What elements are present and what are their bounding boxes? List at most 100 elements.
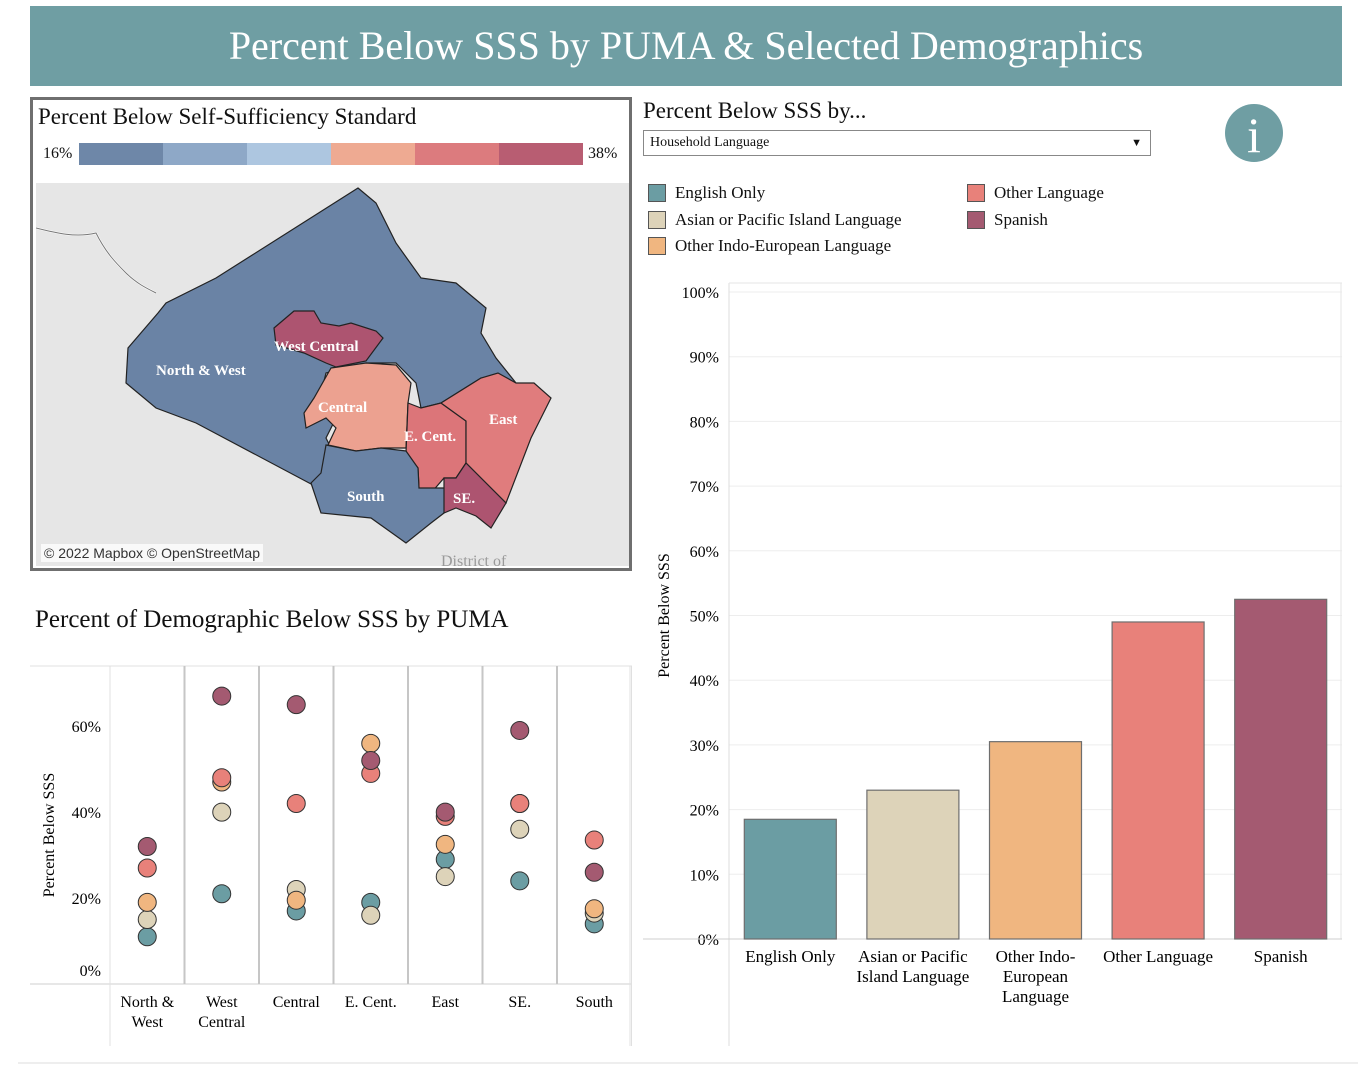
legend-item-other-language[interactable]: Other Language [967,183,1104,203]
y-tick-label: 30% [690,738,719,755]
dashboard-title: Percent Below SSS by PUMA & Selected Dem… [30,6,1342,86]
x-tick-label: North & West [120,994,174,1031]
data-point [137,927,157,947]
color-legend-max: 38% [588,145,618,162]
demographic-selector[interactable]: Household Language ▼ [643,130,1151,156]
x-tick-label: Asian or Pacific Island Language [856,947,969,986]
y-tick-label: 0% [80,963,101,980]
legend-swatch [648,184,666,202]
x-tick-label: Central [273,994,321,1011]
y-tick-label: 60% [690,544,719,561]
selector-title: Percent Below SSS by... [643,98,867,123]
data-point [137,910,157,930]
y-tick-label: 40% [690,673,719,690]
bar [1234,598,1328,940]
dot-chart-title: Percent of Demographic Below SSS by PUMA [35,606,509,633]
data-point [212,802,232,822]
ramp-step [415,143,499,165]
info-icon[interactable]: i [1225,104,1283,163]
region-se[interactable] [443,462,507,529]
ramp-step [247,143,331,165]
x-tick-label: SE. [508,994,531,1011]
y-tick-label: 20% [72,891,101,908]
legend-swatch [648,211,666,229]
map-title: Percent Below Self-Sufficiency Standard [38,104,417,129]
legend-label: English Only [675,183,766,202]
x-tick-label: Other Language [1103,947,1213,966]
y-tick-label: 100% [682,285,719,302]
legend-label: Other Indo-European Language [675,236,892,255]
bar [988,741,1083,940]
region-label: North & West [156,363,246,379]
data-point [286,794,306,814]
y-axis-label: Percent Below SSS [41,773,58,897]
bar [866,789,960,940]
legend-item-spanish[interactable]: Spanish [967,210,1048,230]
y-tick-label: 70% [690,479,719,496]
legend-item-asian-pacific[interactable]: Asian or Pacific Island Language [648,210,902,230]
puma-dot-chart: 0% 20% 40% 60% Percent Below SSS North & West W… [30,665,632,1046]
region-west-central[interactable] [273,310,384,368]
data-point [137,892,157,912]
y-tick-label: 80% [690,414,719,431]
ramp-step [79,143,163,165]
divider [18,1062,1358,1064]
choropleth-map[interactable]: North & West West Central Central E. Cen… [36,183,629,566]
data-point [435,834,455,854]
y-tick-label: 0% [698,932,719,949]
color-legend-min: 16% [43,145,73,162]
legend-item-other-indo-european[interactable]: Other Indo-European Language [648,236,891,256]
data-point [510,794,530,814]
y-tick-label: 60% [72,719,101,736]
y-tick-label: 90% [690,350,719,367]
x-tick-label: East [431,994,459,1011]
y-tick-label: 50% [690,609,719,626]
x-tick-label: English Only [745,947,836,966]
region-label: E. Cent. [404,429,456,445]
data-point [361,751,381,771]
data-point [361,733,381,753]
y-tick-label: 10% [690,867,719,884]
data-point [510,720,530,740]
region-label: West Central [274,339,359,355]
data-point [286,695,306,715]
chevron-down-icon[interactable]: ▼ [1131,137,1142,149]
region-label: East [489,412,517,428]
data-point [137,858,157,878]
data-point [212,686,232,706]
data-point [212,768,232,788]
map-credit[interactable]: © 2022 Mapbox © OpenStreetMap [41,544,263,562]
legend-label: Other Language [994,183,1104,202]
x-tick-label: South [576,994,613,1011]
bar [1111,621,1205,940]
y-axis-label: Percent Below SSS [656,553,673,677]
y-tick-label: 40% [72,805,101,822]
river-line [36,227,157,294]
legend-item-english-only[interactable]: English Only [648,183,765,203]
legend-swatch [648,237,666,255]
region-label: Central [318,400,367,416]
y-tick-label: 20% [690,803,719,820]
color-ramp [79,143,583,165]
data-point [435,802,455,822]
language-bar-chart: 0% 10% 20% 30% 40% 50% 60% 70% 80% 90% 100% Percent… [643,282,1342,1046]
ramp-step [163,143,247,165]
region-label: SE. [453,491,475,507]
dropdown-value: Household Language [650,135,770,150]
x-tick-label: E. Cent. [345,994,397,1011]
legend-label: Asian or Pacific Island Language [675,210,902,229]
data-point [361,905,381,925]
svg-text:i: i [1247,107,1261,162]
x-tick-label: Spanish [1254,947,1308,966]
data-point [584,862,604,882]
ramp-step [499,143,583,165]
data-point [212,884,232,904]
data-point [584,899,604,919]
data-point [510,871,530,891]
data-point [137,836,157,856]
map-place-label: District of [441,553,507,566]
region-label: South [347,489,385,505]
data-point [286,890,306,910]
x-tick-label: West Central [198,994,246,1031]
map-panel: Percent Below Self-Sufficiency Standard … [30,97,632,571]
